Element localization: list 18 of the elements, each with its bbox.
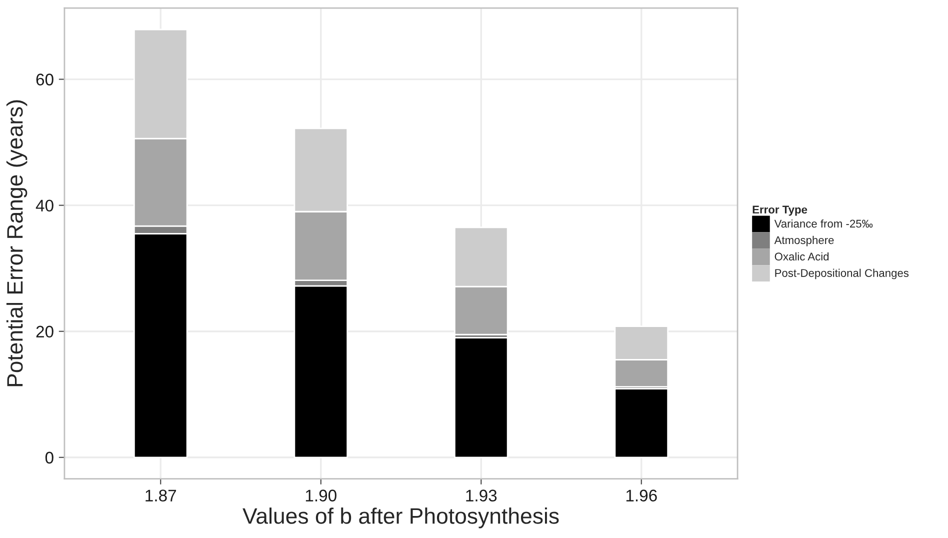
legend-label: Variance from -25‰ [774,219,873,228]
y-tick-label: 20 [36,326,54,338]
y-tick-label: 40 [36,200,54,212]
x-tick-label: 1.96 [626,490,657,502]
legend-label: Oxalic Acid [774,252,829,261]
bar [614,388,669,458]
x-tick-label: 1.87 [146,490,176,502]
legend-label: Atmosphere [774,236,834,246]
x-tick-label: 1.93 [466,490,497,502]
legend-label: Post-Depositional Changes [775,268,909,280]
y-tick-label: 0 [45,452,54,464]
x-axis-title: Values of b after Photosynthesis [242,508,559,528]
y-tick-label: 60 [36,74,54,86]
legend-title: Error Type [752,206,808,216]
bar [294,285,348,458]
bar [454,336,508,458]
y-axis-title: Potential Error Range (years) [6,100,28,386]
x-tick-label: 1.90 [306,490,336,502]
